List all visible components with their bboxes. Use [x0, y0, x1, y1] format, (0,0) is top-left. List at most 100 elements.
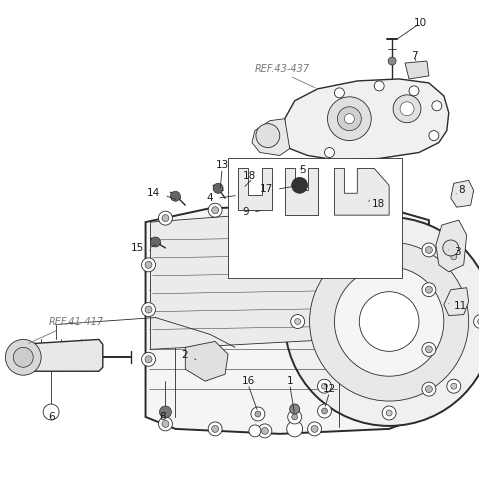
Circle shape [292, 414, 298, 420]
Circle shape [145, 262, 152, 268]
Text: 17: 17 [260, 184, 273, 194]
Circle shape [317, 250, 331, 264]
Circle shape [213, 183, 223, 193]
Text: 10: 10 [413, 18, 427, 28]
Circle shape [290, 404, 300, 414]
Circle shape [382, 223, 396, 237]
Circle shape [335, 88, 344, 98]
Circle shape [159, 406, 171, 418]
Polygon shape [444, 288, 468, 316]
Circle shape [478, 319, 480, 324]
Text: 1: 1 [287, 376, 293, 386]
Circle shape [474, 315, 480, 329]
Circle shape [386, 227, 392, 233]
Circle shape [288, 410, 301, 424]
Circle shape [162, 421, 169, 427]
Circle shape [422, 243, 436, 257]
Circle shape [262, 204, 268, 211]
Circle shape [335, 267, 444, 376]
Text: 3: 3 [454, 247, 460, 257]
Circle shape [400, 102, 414, 116]
Circle shape [151, 237, 160, 247]
Circle shape [382, 406, 396, 420]
Circle shape [251, 407, 265, 421]
Circle shape [208, 203, 222, 217]
Circle shape [451, 383, 457, 389]
Circle shape [258, 424, 272, 438]
Circle shape [295, 319, 300, 324]
Polygon shape [252, 119, 290, 156]
Text: REF.43-437: REF.43-437 [255, 64, 310, 74]
Circle shape [322, 383, 327, 389]
Circle shape [258, 200, 272, 214]
Circle shape [447, 250, 461, 264]
Circle shape [432, 101, 442, 111]
Circle shape [374, 81, 384, 91]
Circle shape [425, 286, 432, 293]
Circle shape [256, 124, 280, 148]
Text: 16: 16 [241, 376, 254, 386]
Circle shape [158, 417, 172, 431]
Circle shape [360, 292, 419, 352]
Circle shape [447, 379, 461, 393]
Circle shape [13, 347, 33, 367]
Circle shape [361, 200, 397, 236]
Circle shape [145, 306, 152, 313]
Circle shape [287, 421, 302, 437]
Text: 7: 7 [411, 51, 417, 61]
Polygon shape [185, 342, 228, 381]
Circle shape [291, 315, 305, 329]
Polygon shape [238, 169, 272, 210]
Polygon shape [145, 205, 429, 434]
Circle shape [322, 408, 327, 414]
Text: 8: 8 [459, 185, 465, 195]
Polygon shape [335, 169, 389, 215]
Text: 13: 13 [216, 160, 229, 171]
Circle shape [170, 191, 180, 201]
Circle shape [393, 95, 421, 123]
Polygon shape [451, 181, 474, 207]
Circle shape [443, 240, 459, 256]
Circle shape [311, 202, 318, 209]
Circle shape [324, 148, 335, 158]
Circle shape [158, 211, 172, 225]
Circle shape [292, 177, 308, 193]
Text: 12: 12 [323, 384, 336, 394]
Text: REF.41-417: REF.41-417 [49, 317, 104, 327]
Circle shape [142, 258, 156, 272]
Polygon shape [285, 169, 318, 215]
Polygon shape [19, 340, 103, 371]
Text: 4: 4 [206, 193, 213, 203]
Circle shape [145, 356, 152, 363]
Circle shape [43, 404, 59, 420]
Text: 18: 18 [372, 199, 385, 209]
Circle shape [425, 346, 432, 353]
Polygon shape [285, 79, 449, 160]
Polygon shape [405, 61, 429, 79]
Circle shape [422, 382, 436, 396]
Text: 18: 18 [242, 171, 255, 182]
Text: 9: 9 [242, 207, 249, 217]
Circle shape [318, 404, 332, 418]
Circle shape [409, 86, 419, 96]
Text: 8: 8 [159, 412, 166, 422]
Circle shape [249, 425, 261, 437]
Circle shape [208, 422, 222, 436]
Circle shape [425, 247, 432, 253]
Circle shape [262, 427, 268, 434]
Circle shape [308, 198, 322, 212]
Text: 14: 14 [147, 188, 160, 198]
Circle shape [255, 411, 261, 417]
Circle shape [5, 340, 41, 375]
Bar [228, 159, 402, 278]
Text: 15: 15 [132, 243, 144, 253]
Circle shape [310, 242, 468, 401]
Circle shape [317, 379, 331, 393]
Circle shape [212, 207, 218, 214]
Polygon shape [151, 208, 335, 349]
Circle shape [369, 208, 389, 228]
Circle shape [142, 303, 156, 317]
Circle shape [429, 131, 439, 140]
Circle shape [451, 254, 457, 260]
Polygon shape [436, 220, 467, 272]
